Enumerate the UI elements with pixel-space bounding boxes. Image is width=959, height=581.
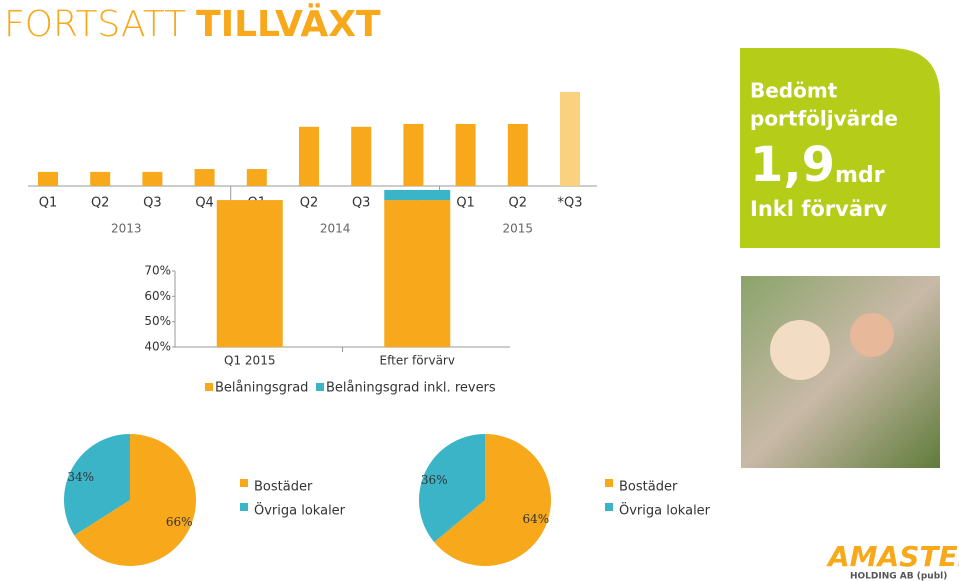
- y-tick-label: 70%: [144, 264, 171, 278]
- pie-slice: [64, 434, 130, 536]
- photo-face: [770, 320, 830, 380]
- group-label: 2013: [111, 222, 142, 236]
- legend-swatch: [316, 383, 324, 391]
- bar: [455, 123, 476, 186]
- bar-segment: [384, 200, 451, 347]
- x-tick-label: Q2: [300, 196, 319, 211]
- x-tick-label: Q3: [143, 196, 162, 211]
- legend-label: Belåningsgrad: [215, 381, 308, 396]
- slide-title: FORTSATT TILLVÄXT: [4, 3, 381, 45]
- card-value: 1,9: [750, 137, 835, 193]
- bar: [403, 123, 424, 186]
- legend-swatch: [240, 479, 248, 487]
- card-line2: portföljvärde: [750, 107, 898, 131]
- bar: [560, 92, 580, 186]
- bar: [142, 171, 163, 186]
- card-note: Inkl förvärv: [750, 197, 887, 221]
- y-tick-label: 40%: [144, 340, 171, 354]
- legend-swatch: [205, 383, 213, 391]
- group-label: 2014: [320, 222, 351, 236]
- photo-face: [850, 313, 894, 357]
- bar: [90, 171, 111, 186]
- logo-name: AMASTEN: [826, 540, 959, 573]
- y-tick-label: 50%: [144, 314, 171, 328]
- bar: [299, 126, 319, 186]
- x-tick-label: Q1: [39, 196, 58, 211]
- legend-swatch: [605, 479, 613, 487]
- legend-label: Belåningsgrad inkl. revers: [326, 381, 496, 396]
- bar: [38, 171, 58, 186]
- legend-label: Övriga lokaler: [619, 502, 711, 519]
- pie-slice: [419, 434, 485, 543]
- legend-label: Bostäder: [254, 480, 313, 495]
- bar: [246, 169, 267, 186]
- pie-label: 34%: [67, 470, 94, 484]
- group-label: 2015: [503, 222, 534, 236]
- legend-swatch: [240, 503, 248, 511]
- x-tick-label: Q4: [195, 196, 214, 211]
- photo: [741, 276, 940, 468]
- bar-segment: [384, 189, 451, 201]
- pie-label: 66%: [166, 515, 193, 529]
- legend-swatch: [605, 503, 613, 511]
- pie-slice: [74, 434, 197, 567]
- bar: [194, 169, 215, 186]
- x-tick-label: Q3: [352, 196, 371, 211]
- x-tick-label: Q2: [91, 196, 110, 211]
- title-light: FORTSATT: [4, 4, 186, 45]
- y-tick-label: 60%: [144, 289, 171, 303]
- x-tick-label: Q1: [456, 196, 475, 211]
- pie-label: 64%: [523, 512, 550, 526]
- value-card: [740, 48, 940, 248]
- legend-label: Bostäder: [619, 480, 678, 495]
- bar: [507, 123, 528, 186]
- x-tick-label: *Q3: [557, 196, 582, 211]
- bar: [351, 126, 372, 186]
- logo-sub: HOLDING AB (publ): [850, 572, 947, 581]
- x-tick-label: Q1 2015: [224, 354, 275, 368]
- pie-slice: [434, 434, 551, 566]
- legend-label: Övriga lokaler: [254, 502, 346, 519]
- pie-label: 36%: [421, 473, 448, 487]
- title-bold: TILLVÄXT: [196, 3, 381, 45]
- x-tick-label: Efter förvärv: [380, 354, 455, 368]
- bar-segment: [216, 200, 283, 347]
- x-tick-label: Q2: [509, 196, 528, 211]
- card-line1: Bedömt: [750, 79, 838, 103]
- card-unit: mdr: [835, 163, 885, 188]
